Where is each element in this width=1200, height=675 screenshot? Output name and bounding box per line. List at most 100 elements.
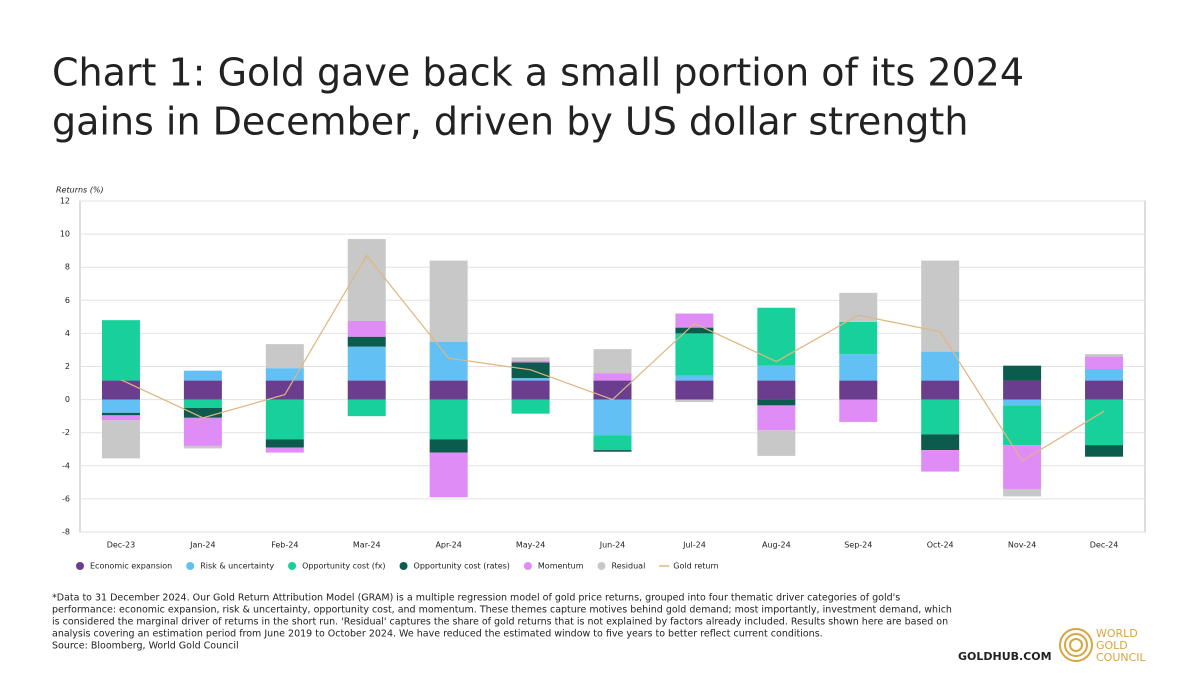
x-tick-label: Nov-24 [1008,541,1036,550]
bar-segment [101,320,140,381]
bar-segment [675,333,714,376]
footnote-line: is considered the marginal driver of ret… [52,617,948,628]
line [120,254,1105,462]
bar-segment [511,399,550,414]
x-tick-label: Sep-24 [844,541,872,550]
legend-label: Residual [612,562,646,571]
bar-segment [511,360,550,363]
x-tick-label: Mar-24 [353,541,381,550]
bar-segment [675,327,714,334]
bar-segment [1003,365,1042,381]
y-tick-label: 6 [65,296,70,305]
logo: WORLD GOLD COUNCIL [1059,627,1147,664]
logo-ring [1069,638,1083,652]
bar-segment [265,368,304,381]
x-tick-label: Oct-24 [927,541,954,550]
bar-segment [429,341,468,381]
bar-segment [839,399,878,422]
x-tick-label: May-24 [516,541,545,550]
legend-swatch [399,562,408,570]
legend-label: Momentum [538,562,584,571]
bar-segment [921,351,960,381]
x-tick-label: Aug-24 [762,541,791,550]
y-tick-label: -6 [62,494,70,503]
bar-segment [757,405,796,431]
legend-swatch [76,562,84,570]
legend-label: Risk & uncertainty [200,562,274,571]
legend-swatch [523,562,532,570]
bar-segment [265,399,304,440]
footnote-line: *Data to 31 December 2024. Our Gold Retu… [52,593,900,604]
bar-segment [101,420,140,459]
bar-segment [757,365,796,381]
bar-segment [593,349,632,374]
bar-segment [101,415,140,421]
bar-segment [1085,354,1124,357]
site-link: GOLDHUB.COM [958,650,1052,663]
bar-segment [101,412,140,416]
bar-segment [183,407,222,418]
bar-segment [1085,380,1124,400]
y-tick-label: -4 [62,461,70,470]
bar-segment [839,292,878,322]
bar-segment [265,344,304,369]
bar-segment [675,380,714,400]
bar-segment [347,380,386,400]
x-tick-label: Jun-24 [599,541,626,550]
y-tick-label: 2 [65,362,70,371]
bar-segment [429,399,468,440]
bar-segment [183,417,222,446]
bar-segment [921,399,960,435]
x-tick-label: Dec-24 [1090,541,1119,550]
bar-segment [265,439,304,448]
legend-label: Opportunity cost (rates) [414,562,510,571]
x-tick-label: Feb-24 [271,541,298,550]
footnote-line: analysis covering an estimation period f… [52,629,823,640]
footnote-line: performance: economic expansion, risk & … [52,605,952,616]
x-tick-label: Jul-24 [682,541,706,550]
y-tick-label: 0 [65,395,70,404]
bar-segment [429,452,468,498]
y-axis-label: Returns (%) [56,186,104,195]
bar-segment [593,399,632,436]
bar-segment [1003,399,1042,406]
bar-segment [511,357,550,361]
logo-text: GOLD [1096,639,1128,652]
bar-segment [429,260,468,342]
bar-segment [183,370,222,381]
bar-segment [675,375,714,381]
logo-ring [1059,628,1093,662]
y-tick-label: 4 [65,329,70,338]
bar-segment [675,399,714,403]
bar-segment [183,445,222,449]
bar-segment [511,380,550,400]
bar-segment [593,435,632,451]
bar-segment [347,399,386,417]
y-tick-label: -2 [62,428,70,437]
bar-segment [757,399,796,406]
y-tick-label: -8 [62,528,70,537]
bar-segment [265,447,304,453]
bar-segment [1003,488,1042,497]
bar-segment [757,307,796,366]
bar-segment [675,313,714,328]
bar-segment [1003,405,1042,446]
bar-segment [921,450,960,472]
y-tick-label: 10 [60,230,70,239]
bar-segment [921,380,960,400]
y-tick-label: 12 [60,197,70,206]
bar-segment [1085,399,1124,446]
bar-segment [839,380,878,400]
title-line: gains in December, driven by US dollar s… [52,100,968,144]
bar-segment [1085,445,1124,457]
bar-segment [757,380,796,400]
legend-swatch [597,562,606,570]
bar-segment [265,380,304,400]
bar-segment [593,450,632,452]
x-tick-label: Jan-24 [189,541,215,550]
y-tick-label: 8 [65,263,70,272]
title-line: Chart 1: Gold gave back a small portion … [52,51,1024,95]
legend-swatch [288,562,297,570]
bar-segment [183,399,222,408]
